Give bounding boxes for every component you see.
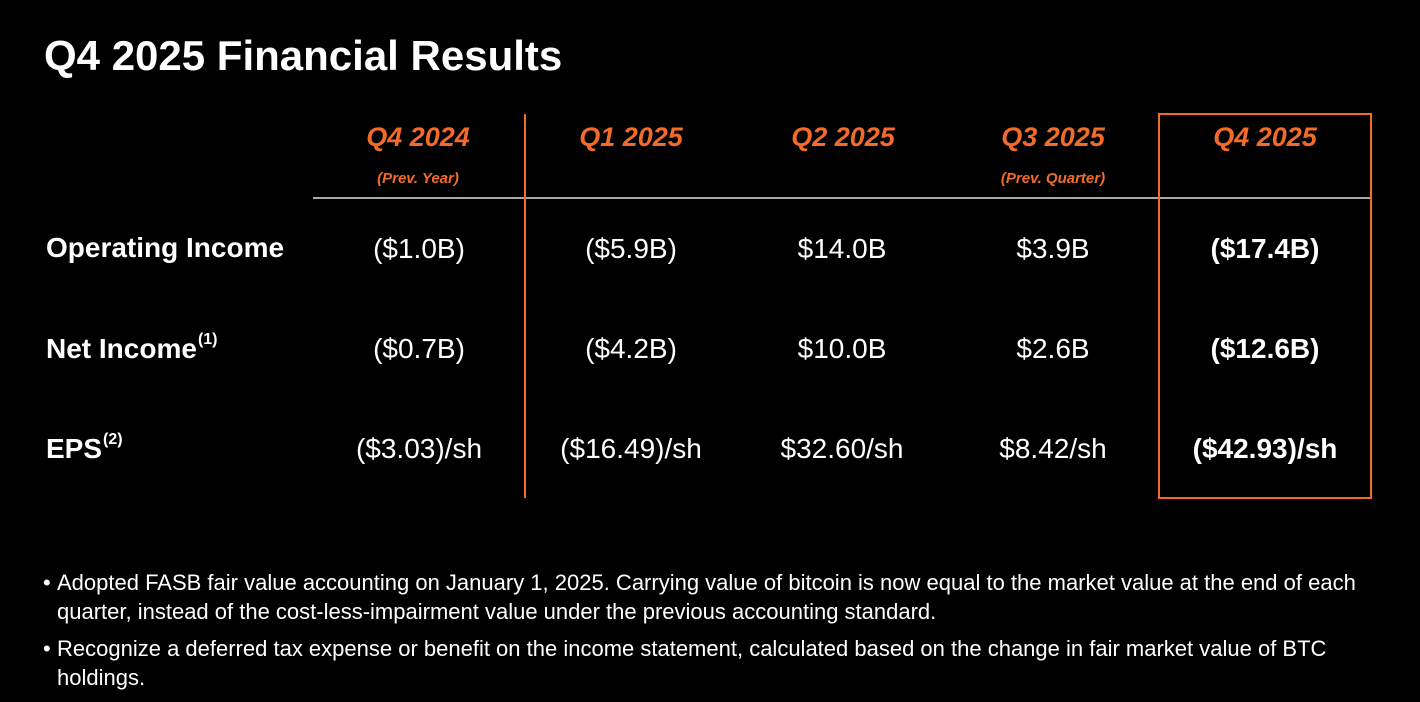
column-header-label: Q4 2024 <box>366 122 470 152</box>
cell-eps-q2-2025: $32.60/sh <box>780 433 904 464</box>
footnote-marker: (2) <box>103 431 123 448</box>
footnote-item: • Adopted FASB fair value accounting on … <box>43 568 1408 626</box>
footnote-text: Adopted FASB fair value accounting on Ja… <box>57 570 1356 624</box>
bullet-icon: • <box>43 636 51 661</box>
header-divider <box>313 197 1370 199</box>
cell-operating-income-q1-2025: ($5.9B) <box>585 233 677 264</box>
cell-net-income-q2-2025: $10.0B <box>797 333 887 364</box>
cell-operating-income-q4-2024: ($1.0B) <box>373 233 465 264</box>
cell-eps-q3-2025: $8.42/sh <box>999 433 1107 464</box>
column-header-sublabel: (Prev. Quarter) <box>1000 170 1106 187</box>
column-divider <box>524 114 526 498</box>
footnotes-list: • Adopted FASB fair value accounting on … <box>43 568 1408 700</box>
row-label-text: Net Income <box>46 333 197 364</box>
cell-net-income-q3-2025: $2.6B <box>1016 333 1090 364</box>
current-quarter-highlight-box <box>1158 113 1372 499</box>
page-title: Q4 2025 Financial Results <box>44 32 563 79</box>
row-label-text: EPS <box>46 433 103 464</box>
footnote-text: Recognize a deferred tax expense or bene… <box>57 636 1327 690</box>
cell-eps-q4-2024: ($3.03)/sh <box>355 433 483 464</box>
row-label-net-income: Net Income(1) <box>46 331 218 365</box>
cell-operating-income-q4-2025: ($17.4B) <box>1210 233 1320 264</box>
cell-eps-q1-2025: ($16.49)/sh <box>560 433 702 464</box>
footnote-item: • Recognize a deferred tax expense or be… <box>43 634 1408 692</box>
row-label-text: Operating Income <box>46 232 285 263</box>
cell-operating-income-q3-2025: $3.9B <box>1016 233 1090 264</box>
column-header-label: Q1 2025 <box>579 122 683 152</box>
footnote-marker: (1) <box>197 331 218 348</box>
cell-eps-q4-2025: ($42.93)/sh <box>1192 433 1338 464</box>
cell-net-income-q4-2024: ($0.7B) <box>373 333 465 364</box>
column-header-sublabel: (Prev. Year) <box>377 170 459 187</box>
row-label-operating-income: Operating Income <box>46 232 284 264</box>
row-label-eps: EPS(2) <box>46 431 123 465</box>
column-header-label: Q3 2025 <box>1001 122 1105 152</box>
column-header-label: Q2 2025 <box>791 122 895 152</box>
bullet-icon: • <box>43 570 51 595</box>
column-header-label: Q4 2025 <box>1213 122 1317 152</box>
cell-operating-income-q2-2025: $14.0B <box>797 233 887 264</box>
cell-net-income-q4-2025: ($12.6B) <box>1210 333 1320 364</box>
cell-net-income-q1-2025: ($4.2B) <box>585 333 677 364</box>
